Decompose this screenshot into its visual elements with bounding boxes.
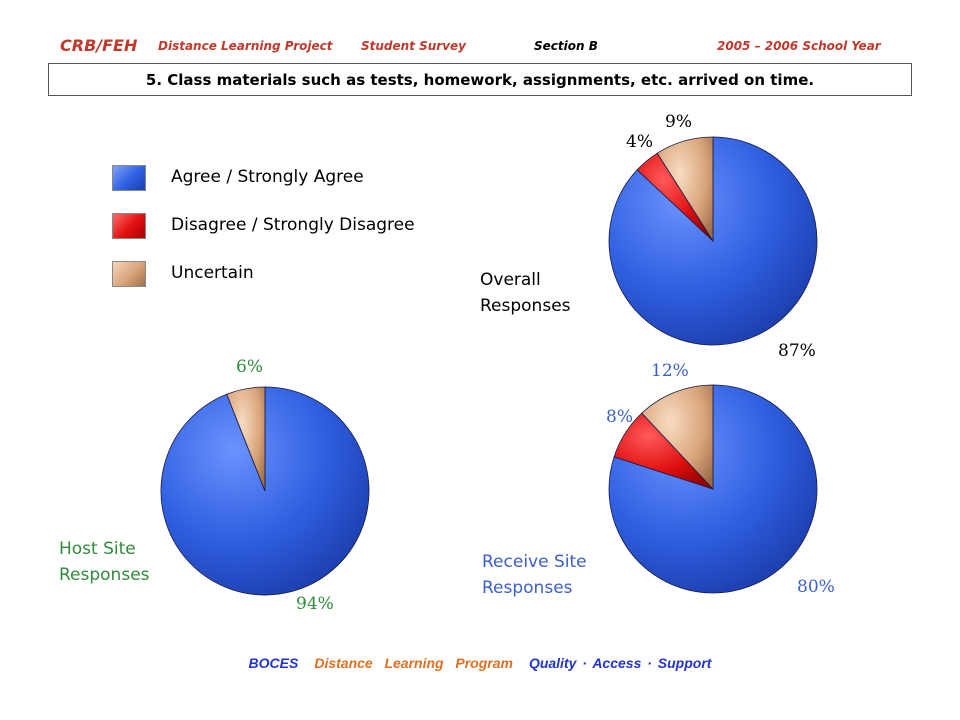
data-label-uncertain: 12% (651, 361, 689, 381)
header-project: Distance Learning Project (158, 39, 333, 53)
footer-tagline: Quality · Access · Support (528, 655, 712, 671)
pie-slice-uncertain (656, 136, 714, 243)
data-label-uncertain: 6% (236, 357, 263, 377)
footer-boces: BOCES (248, 655, 299, 671)
data-label-agree: 87% (778, 341, 816, 361)
data-label-disagree: 8% (606, 407, 633, 427)
question-text: 5. Class materials such as tests, homewo… (145, 70, 815, 89)
report-header: CRB/FEH Distance Learning Project Studen… (60, 36, 920, 56)
header-org: CRB/FEH (60, 36, 138, 55)
chart-title-overall: Overall Responses (480, 270, 571, 316)
data-label-uncertain: 9% (665, 112, 692, 132)
legend-label-uncertain: Uncertain (171, 263, 254, 283)
header-year: 2005 – 2006 School Year (717, 39, 881, 53)
data-label-agree: 94% (296, 594, 334, 614)
legend-swatch-uncertain (112, 261, 146, 287)
chart-title-receive-site: Receive Site Responses (482, 552, 587, 598)
legend-swatch-disagree (112, 213, 146, 239)
question-box: 5. Class materials such as tests, homewo… (48, 63, 912, 96)
legend-label-agree: Agree / Strongly Agree (171, 167, 364, 187)
chart-title-host-site: Host Site Responses (59, 539, 150, 585)
pie-slice-uncertain (641, 384, 714, 491)
legend-swatch-agree (112, 165, 146, 191)
footer-program: Distance Learning Program (314, 655, 513, 671)
footer: BOCES Distance Learning Program Quality · … (0, 655, 960, 671)
data-label-agree: 80% (797, 577, 835, 597)
pie-host-site: 94% 6% (160, 357, 370, 614)
header-survey: Student Survey (361, 39, 466, 53)
legend-label-disagree: Disagree / Strongly Disagree (171, 215, 415, 235)
pie-slice-agree (608, 384, 818, 594)
pie-overall: 87% 4% 9% (608, 112, 818, 361)
data-label-disagree: 4% (626, 132, 653, 152)
header-section: Section B (534, 39, 598, 53)
pie-receive-site: 80% 8% 12% (606, 361, 835, 597)
pie-slice-uncertain (226, 386, 266, 492)
